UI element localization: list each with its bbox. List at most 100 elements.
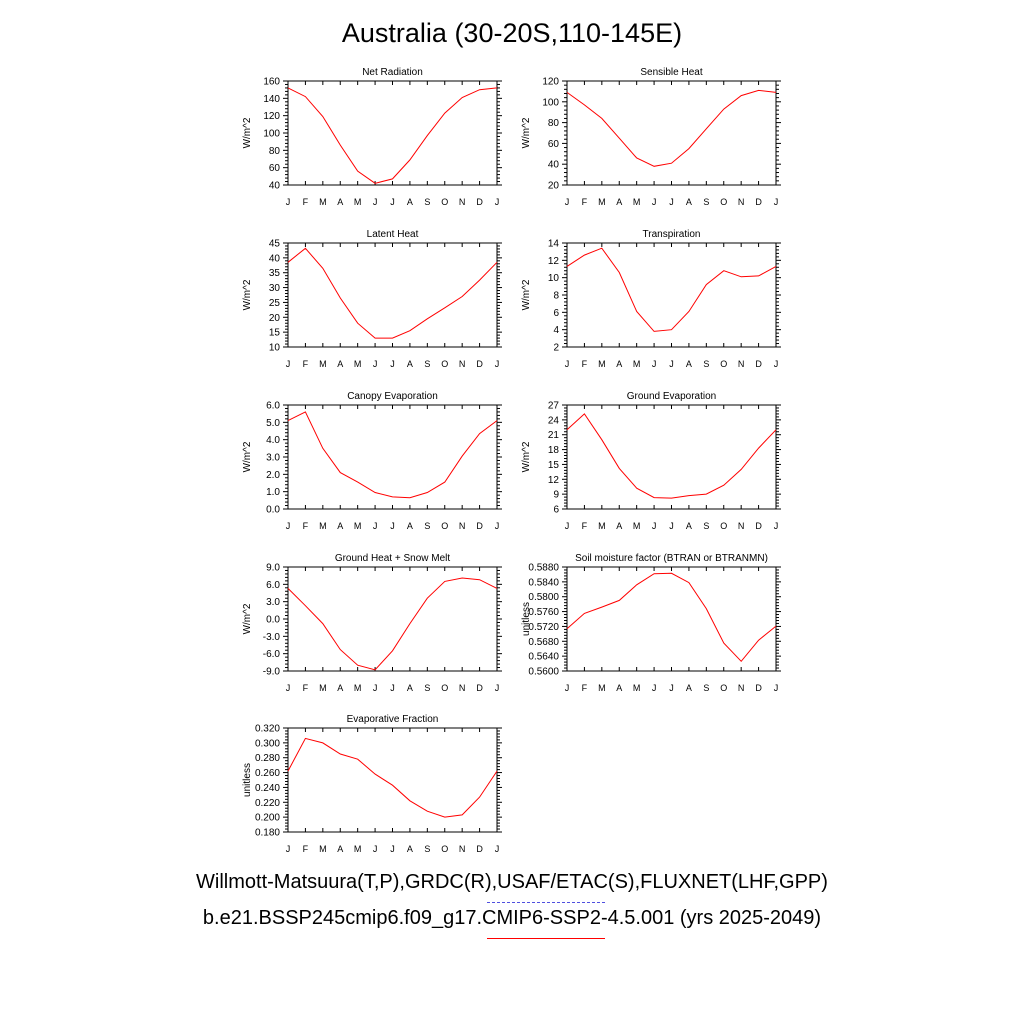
x-tick-label: D xyxy=(755,683,762,693)
y-tick-label: 0.5800 xyxy=(528,592,559,603)
x-tick-label: S xyxy=(424,521,430,531)
x-tick-label: D xyxy=(755,359,762,369)
x-tick-label: M xyxy=(633,197,641,207)
y-tick-label: 0.200 xyxy=(255,813,280,824)
x-tick-label: D xyxy=(476,683,483,693)
x-tick-label: M xyxy=(598,683,606,693)
x-tick-label: J xyxy=(286,521,291,531)
y-tick-label: 100 xyxy=(263,129,280,140)
y-tick-label: 0.240 xyxy=(255,783,280,794)
legend-model-swatch xyxy=(487,938,605,939)
series-line xyxy=(287,737,498,818)
x-tick-label: D xyxy=(755,197,762,207)
y-tick-label: 40 xyxy=(269,181,281,192)
x-tick-label: J xyxy=(652,683,657,693)
y-tick-label: 0.5840 xyxy=(528,577,559,588)
y-tick-label: 6.0 xyxy=(266,401,280,412)
x-tick-label: S xyxy=(703,197,709,207)
x-tick-label: N xyxy=(459,359,466,369)
x-tick-label: M xyxy=(354,197,362,207)
y-axis-label: W/m^2 xyxy=(242,603,253,634)
x-tick-label: A xyxy=(407,521,413,531)
x-tick-label: J xyxy=(495,683,500,693)
x-tick-label: M xyxy=(598,197,606,207)
x-tick-label: J xyxy=(495,521,500,531)
y-tick-label: 21 xyxy=(548,430,560,441)
y-tick-label: 140 xyxy=(263,94,280,105)
x-tick-label: A xyxy=(686,521,692,531)
x-tick-label: S xyxy=(703,359,709,369)
x-tick-label: N xyxy=(459,844,466,854)
y-tick-label: 2 xyxy=(553,343,559,354)
x-tick-label: J xyxy=(286,197,291,207)
y-axis-label: unitless xyxy=(242,763,253,797)
y-tick-label: 0.5760 xyxy=(528,607,559,618)
y-tick-label: 10 xyxy=(548,273,560,284)
y-tick-label: 80 xyxy=(269,146,281,157)
legend-model-label: b.e21.BSSP245cmip6.f09_g17.CMIP6-SSP2-4.… xyxy=(202,907,822,929)
x-tick-label: J xyxy=(652,359,657,369)
panel-title: Sensible Heat xyxy=(640,67,702,78)
y-tick-label: 0.220 xyxy=(255,798,280,809)
x-tick-label: O xyxy=(720,683,727,693)
series-line xyxy=(287,87,498,184)
y-axis-label: W/m^2 xyxy=(242,117,253,148)
x-tick-label: M xyxy=(319,197,327,207)
x-tick-label: J xyxy=(373,521,378,531)
y-tick-label: 2.0 xyxy=(266,470,280,481)
y-tick-label: 100 xyxy=(542,97,559,108)
x-tick-label: S xyxy=(703,683,709,693)
x-tick-label: J xyxy=(565,359,570,369)
x-tick-label: J xyxy=(652,197,657,207)
x-tick-label: F xyxy=(303,521,309,531)
y-tick-label: 24 xyxy=(548,415,560,426)
panel-title: Canopy Evaporation xyxy=(347,391,438,402)
x-tick-label: J xyxy=(652,521,657,531)
x-tick-label: M xyxy=(354,683,362,693)
y-tick-label: 0.300 xyxy=(255,738,280,749)
panel-title: Soil moisture factor (BTRAN or BTRANMN) xyxy=(575,553,768,564)
panel-title: Ground Heat + Snow Melt xyxy=(335,553,451,564)
y-tick-label: 8 xyxy=(553,291,559,302)
y-axis-label: W/m^2 xyxy=(521,279,532,310)
x-tick-label: J xyxy=(565,683,570,693)
y-tick-label: 3.0 xyxy=(266,453,280,464)
y-tick-label: 0.0 xyxy=(266,505,280,516)
x-tick-label: S xyxy=(424,683,430,693)
series-line xyxy=(566,413,777,499)
x-tick-label: J xyxy=(390,844,395,854)
x-tick-label: J xyxy=(286,844,291,854)
x-tick-label: A xyxy=(616,683,622,693)
x-tick-label: A xyxy=(686,359,692,369)
panel-title: Transpiration xyxy=(643,229,701,240)
y-tick-label: 1.0 xyxy=(266,487,280,498)
y-tick-label: 18 xyxy=(548,445,560,456)
x-tick-label: O xyxy=(441,844,448,854)
y-tick-label: 30 xyxy=(269,283,281,294)
y-axis-label: W/m^2 xyxy=(242,279,253,310)
y-axis-label: W/m^2 xyxy=(521,441,532,472)
y-tick-label: 0.5680 xyxy=(528,637,559,648)
panel-title: Ground Evaporation xyxy=(627,391,717,402)
x-tick-label: J xyxy=(565,521,570,531)
y-tick-label: 25 xyxy=(269,298,281,309)
y-tick-label: 120 xyxy=(542,77,559,88)
y-tick-label: 12 xyxy=(548,475,560,486)
plot-frame xyxy=(287,404,498,510)
plot-frame xyxy=(287,727,498,833)
x-tick-label: D xyxy=(476,359,483,369)
series-line xyxy=(287,247,498,339)
y-tick-label: 0.280 xyxy=(255,753,280,764)
y-tick-label: -3.0 xyxy=(263,632,281,643)
x-tick-label: F xyxy=(303,197,309,207)
legend-obs-swatch xyxy=(487,902,605,903)
x-tick-label: S xyxy=(703,521,709,531)
x-tick-label: J xyxy=(669,359,674,369)
y-axis-label: unitless xyxy=(521,602,532,636)
x-tick-label: J xyxy=(286,359,291,369)
y-tick-label: 0.5640 xyxy=(528,652,559,663)
series-line xyxy=(566,572,777,663)
